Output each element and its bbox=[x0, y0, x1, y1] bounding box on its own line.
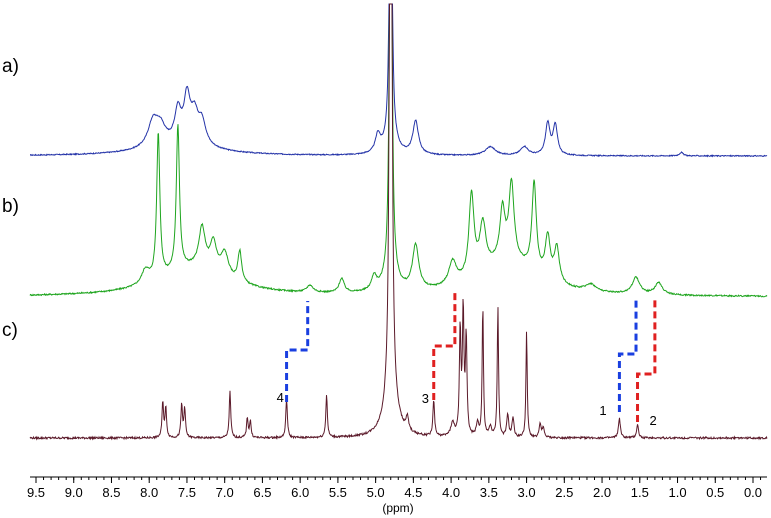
x-tick-label: 7.5 bbox=[178, 485, 196, 500]
panel-label-b: b) bbox=[2, 196, 19, 217]
annotation-label: 4 bbox=[277, 390, 284, 405]
x-tick-label: 0.5 bbox=[706, 485, 724, 500]
x-tick-label: 8.5 bbox=[102, 485, 120, 500]
x-tick-label: 2.0 bbox=[593, 485, 611, 500]
x-tick-label: 5.0 bbox=[367, 485, 385, 500]
annotation-label: 1 bbox=[599, 403, 606, 418]
x-tick-label: 6.0 bbox=[291, 485, 309, 500]
x-tick-label: 8.0 bbox=[140, 485, 158, 500]
annotation-dashed-line bbox=[432, 293, 457, 400]
x-tick-label: 5.5 bbox=[329, 485, 347, 500]
spectrum-trace-c bbox=[29, 3, 768, 441]
x-tick-label: 1.5 bbox=[631, 485, 649, 500]
peak-annotations: 1 2 3 4 bbox=[277, 293, 657, 428]
x-tick-label: 6.5 bbox=[253, 485, 271, 500]
annotation-dashed-line bbox=[285, 301, 310, 402]
x-tick-label: 4.5 bbox=[404, 485, 422, 500]
spectrum-trace-a bbox=[30, 3, 768, 158]
x-axis-ticks: 9.5 9.0 8.5 8.0 7.5 7.0 6.5 6.0 5.5 5.0 4.5 4.0 3.5 3… bbox=[27, 477, 762, 500]
x-tick-label: 3.5 bbox=[480, 485, 498, 500]
x-axis-label: (ppm) bbox=[382, 501, 413, 515]
x-tick-label: 1.0 bbox=[668, 485, 686, 500]
x-tick-label: 3.0 bbox=[518, 485, 536, 500]
x-tick-label: 9.5 bbox=[27, 485, 45, 500]
x-tick-label: 0.0 bbox=[744, 485, 762, 500]
panel-label-a: a) bbox=[2, 56, 19, 77]
spectrum-trace-b bbox=[29, 3, 768, 298]
x-tick-label: 2.5 bbox=[555, 485, 573, 500]
annotation-label: 2 bbox=[650, 413, 657, 428]
annotation-dashed-line bbox=[617, 298, 638, 412]
x-tick-label: 7.0 bbox=[216, 485, 234, 500]
panel-label-c: c) bbox=[2, 320, 18, 341]
annotation-dashed-line bbox=[636, 300, 657, 422]
x-tick-label: 9.0 bbox=[65, 485, 83, 500]
x-tick-label: 4.0 bbox=[442, 485, 460, 500]
annotation-label: 3 bbox=[422, 391, 429, 406]
